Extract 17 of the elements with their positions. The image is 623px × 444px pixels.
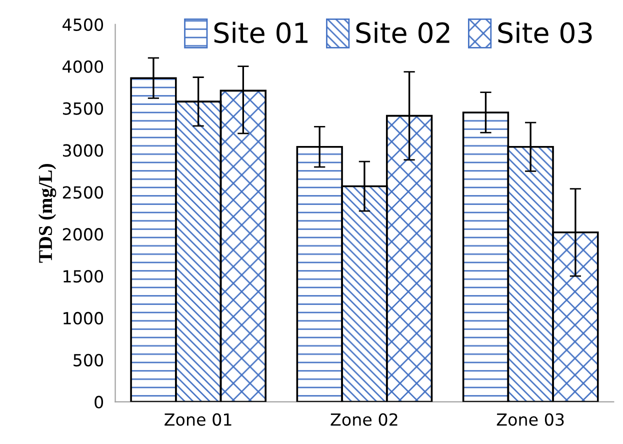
y-tick-label: 500 xyxy=(74,354,104,366)
y-tick-label: 1500 xyxy=(64,270,104,283)
legend-label: Site 02 xyxy=(356,22,450,44)
y-tick-label: 1000 xyxy=(64,312,104,325)
y-tick-label: 3500 xyxy=(63,102,104,115)
y-tick-label: 4000 xyxy=(62,60,104,73)
legend-label: Site 01 xyxy=(214,22,308,44)
y-tick-label: 0 xyxy=(94,396,104,408)
x-tick-label: Zone 03 xyxy=(496,413,564,426)
y-tick-label: 2500 xyxy=(62,186,104,199)
y-tick-label: 4500 xyxy=(62,18,104,31)
y-tick-label: 3000 xyxy=(63,144,104,157)
y-axis-title: TDS (mg/L) xyxy=(38,164,56,263)
y-tick-label: 2000 xyxy=(62,228,104,241)
legend-label: Site 03 xyxy=(498,22,592,44)
x-tick-label: Zone 02 xyxy=(330,413,398,426)
x-tick-label: Zone 01 xyxy=(164,413,232,426)
